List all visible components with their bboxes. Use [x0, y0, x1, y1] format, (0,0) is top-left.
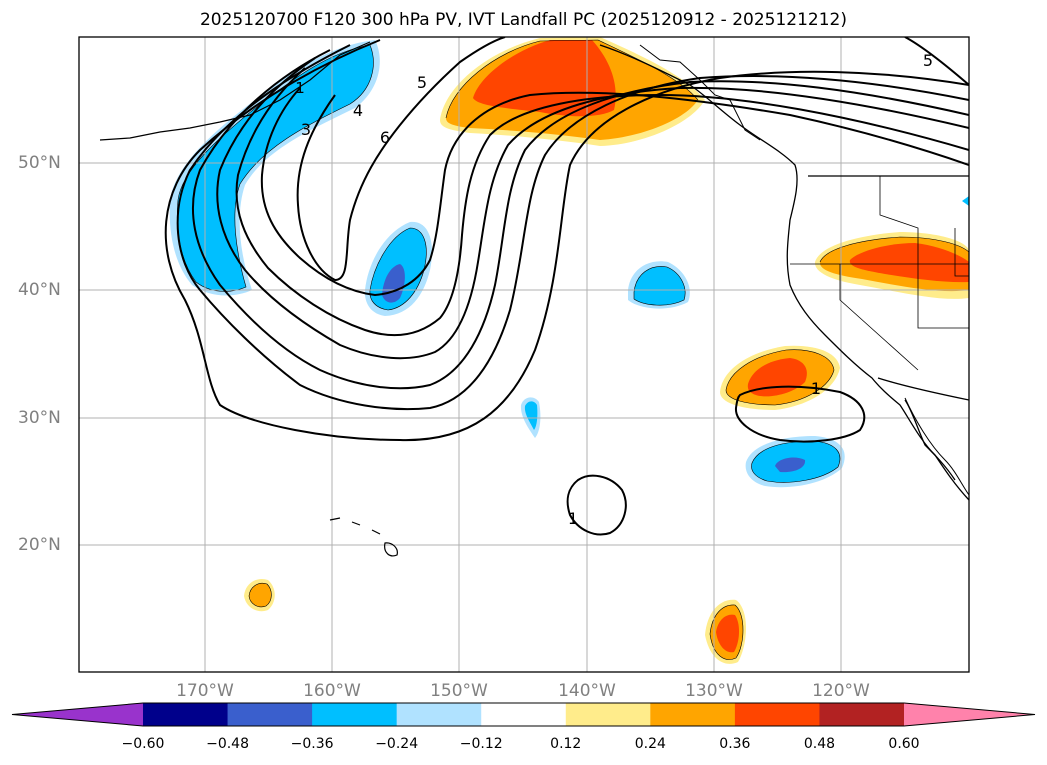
lon-label-170w: 170°W — [176, 681, 234, 701]
colorbar-extend-high — [904, 703, 1035, 726]
colorbar-tick-label: −0.60 — [121, 736, 165, 752]
contour-label: 6 — [380, 128, 390, 147]
colorbar-tick-label: 0.36 — [719, 736, 751, 752]
contour-label: 5 — [923, 51, 933, 70]
lon-label-130w: 130°W — [685, 681, 743, 701]
colorbar-tick-label: 0.48 — [803, 736, 836, 752]
lon-label-150w: 150°W — [430, 681, 488, 701]
lon-label-120w: 120°W — [812, 681, 870, 701]
coastlines — [99, 41, 969, 557]
lat-label-30n: 30°N — [18, 408, 61, 428]
contour-label: 1 — [295, 79, 305, 97]
contour-label: 4 — [353, 101, 363, 120]
colorbar-extend-low — [12, 703, 143, 726]
colorbar-segment — [565, 703, 651, 726]
lat-label-50n: 50°N — [18, 153, 61, 173]
pv-contours — [164, 37, 969, 536]
colorbar-segment — [396, 703, 482, 726]
colorbar-tick-label: −0.48 — [206, 736, 249, 752]
plot-frame — [78, 36, 970, 673]
lon-label-160w: 160°W — [303, 681, 361, 701]
colorbar-segment — [650, 703, 736, 726]
contour-label: 5 — [417, 73, 427, 92]
colorbar-segment — [143, 703, 229, 726]
colorbar-segment — [227, 703, 313, 726]
colorbar-tick-label: 0.24 — [634, 736, 666, 752]
colorbar-tick-label: 0.60 — [888, 736, 920, 752]
colorbar-segment — [481, 703, 567, 726]
colorbar-segment — [819, 703, 905, 726]
lat-label-40n: 40°N — [18, 280, 61, 300]
lat-label-20n: 20°N — [18, 535, 61, 555]
pv-contour-labels: 1 3 4 5 6 5 1 — [295, 51, 933, 528]
colorbar-tick-label: −0.36 — [290, 736, 334, 752]
colorbar-segment — [734, 703, 820, 726]
contour-label: 3 — [301, 120, 311, 139]
contour-label-east: 1 — [811, 379, 821, 398]
colorbar-outline — [11, 702, 1036, 727]
contour-label: 1 — [568, 509, 578, 528]
lon-label-140w: 140°W — [558, 681, 616, 701]
colorbar-segment — [312, 703, 398, 726]
colorbar — [11, 702, 1036, 727]
map-title: 2025120700 F120 300 hPa PV, IVT Landfall… — [199, 10, 847, 30]
colorbar-tick-label: −0.12 — [459, 736, 503, 752]
colorbar-tick-label: −0.24 — [375, 736, 419, 752]
colorbar-tick-label: 0.12 — [550, 736, 582, 752]
gridlines — [79, 37, 969, 672]
